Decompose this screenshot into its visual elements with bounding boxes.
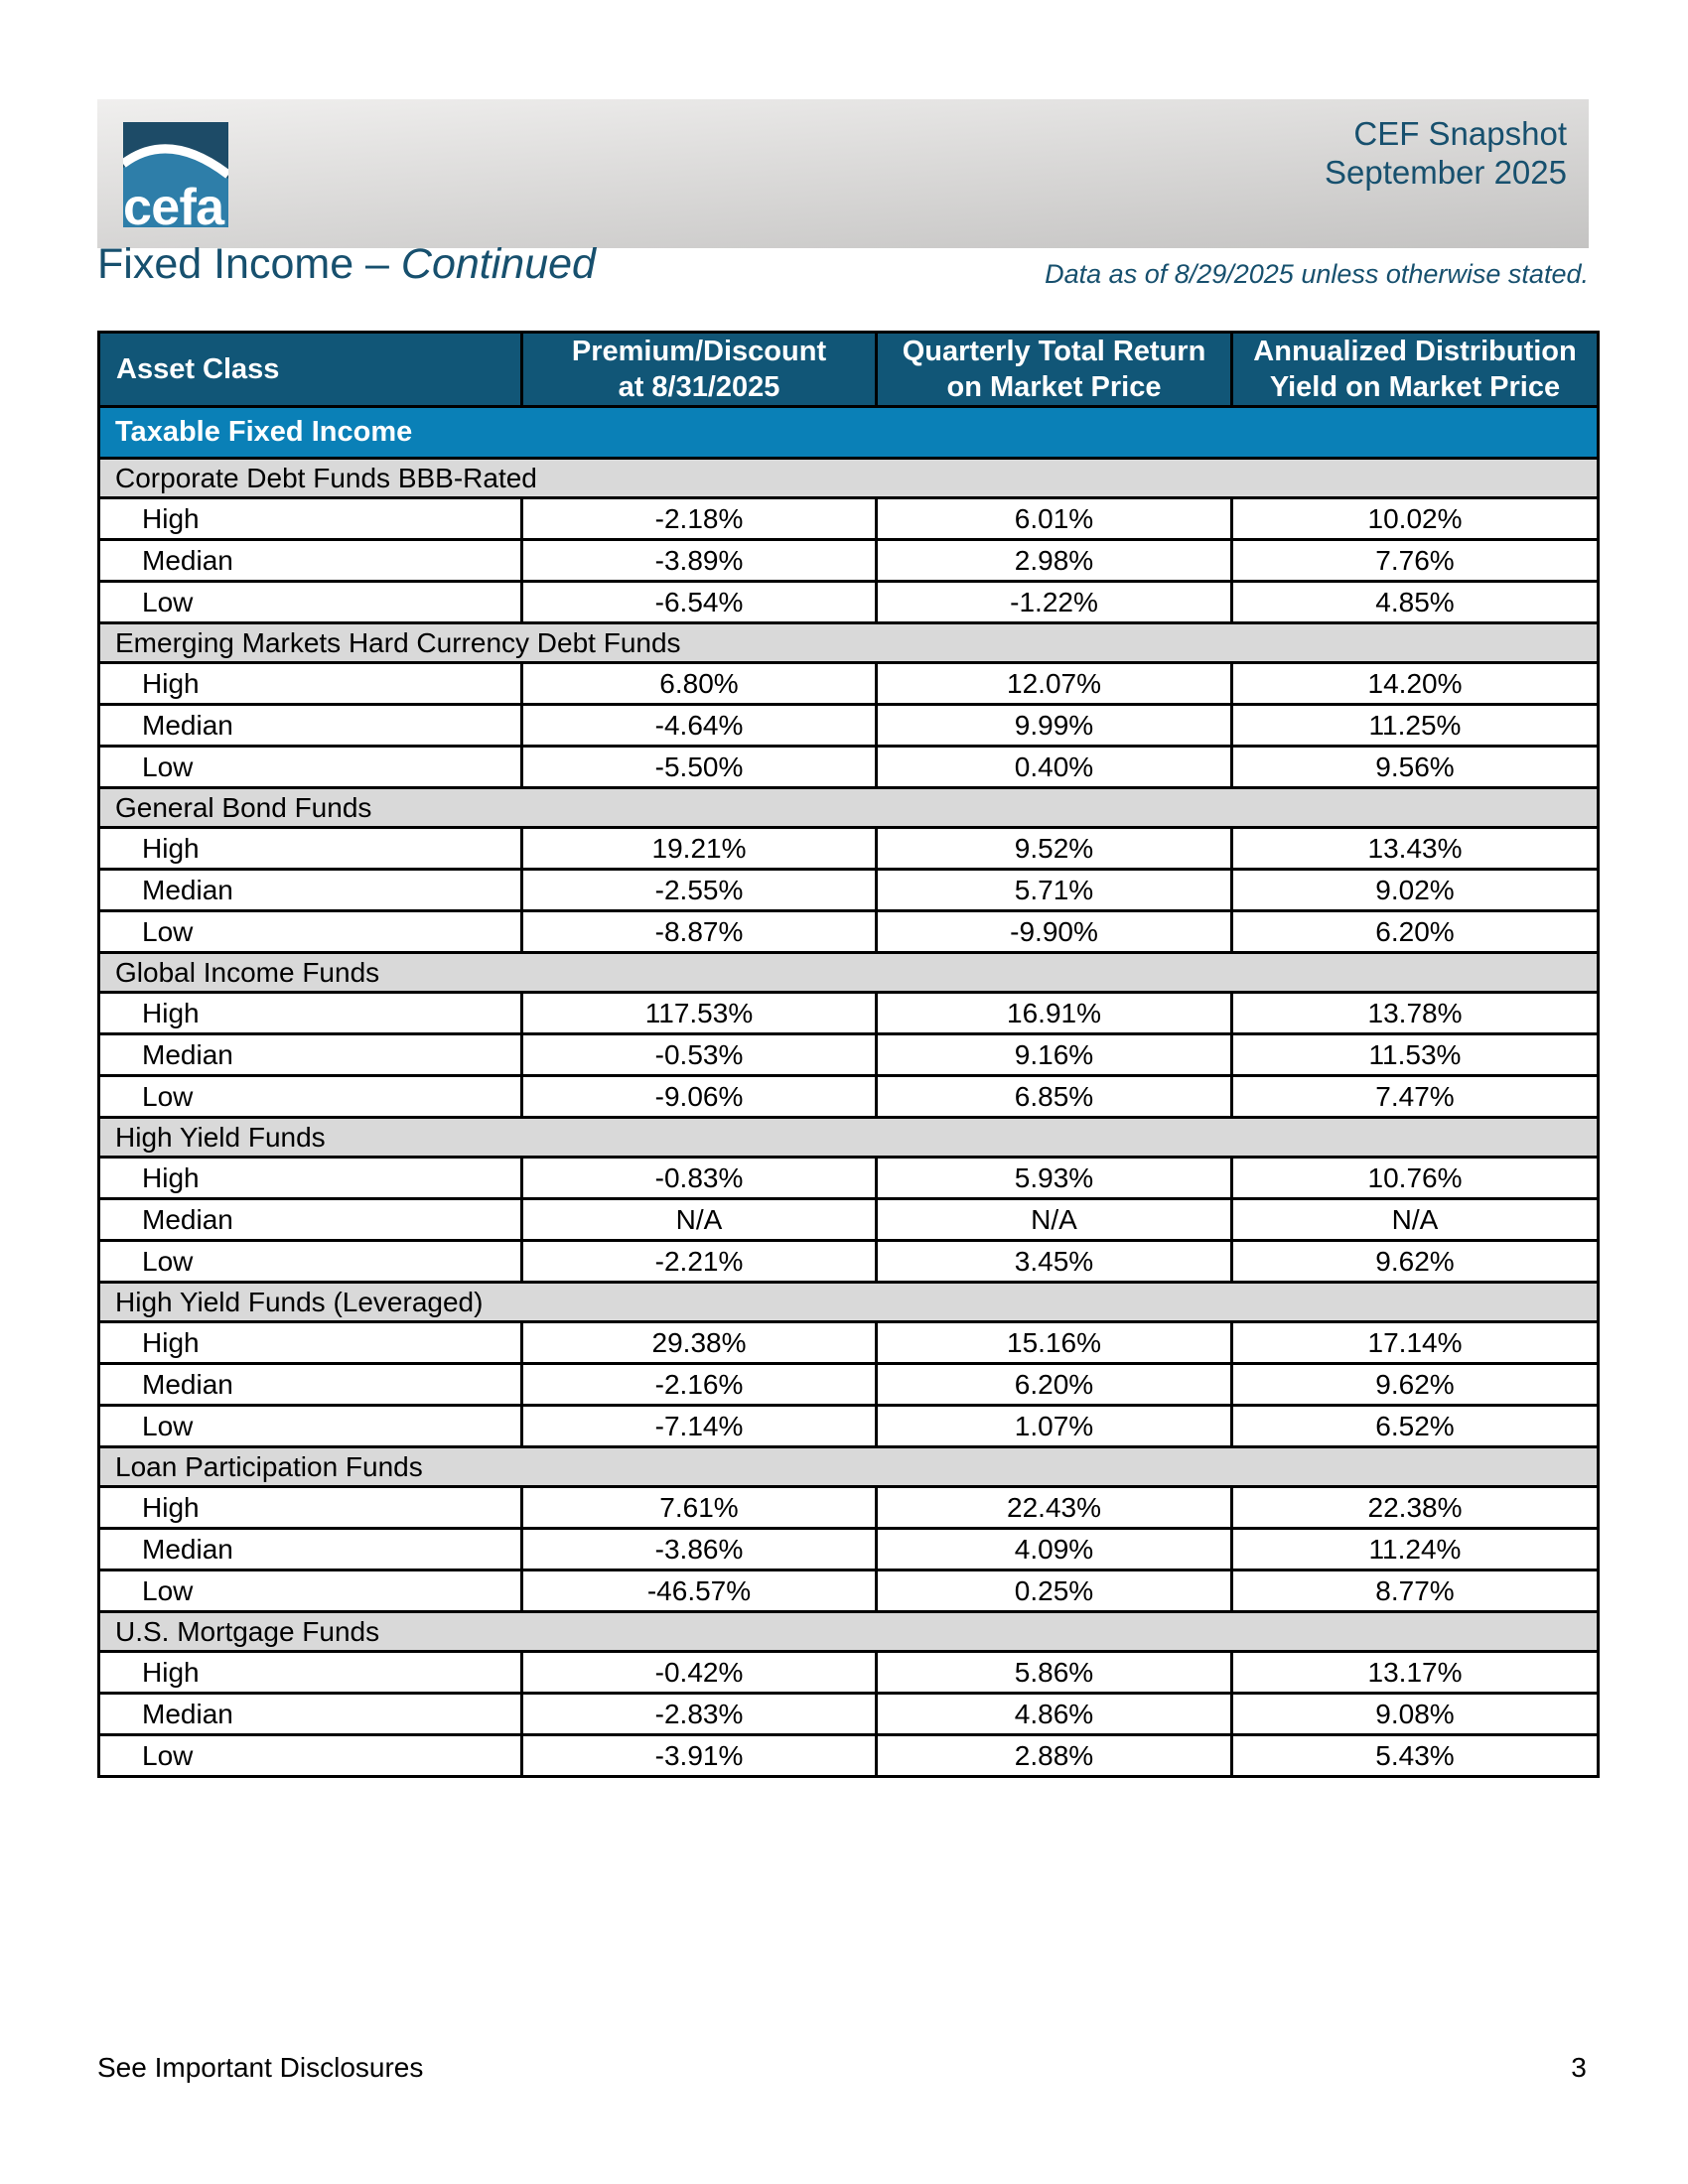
svg-text:cefa: cefa xyxy=(123,179,225,227)
